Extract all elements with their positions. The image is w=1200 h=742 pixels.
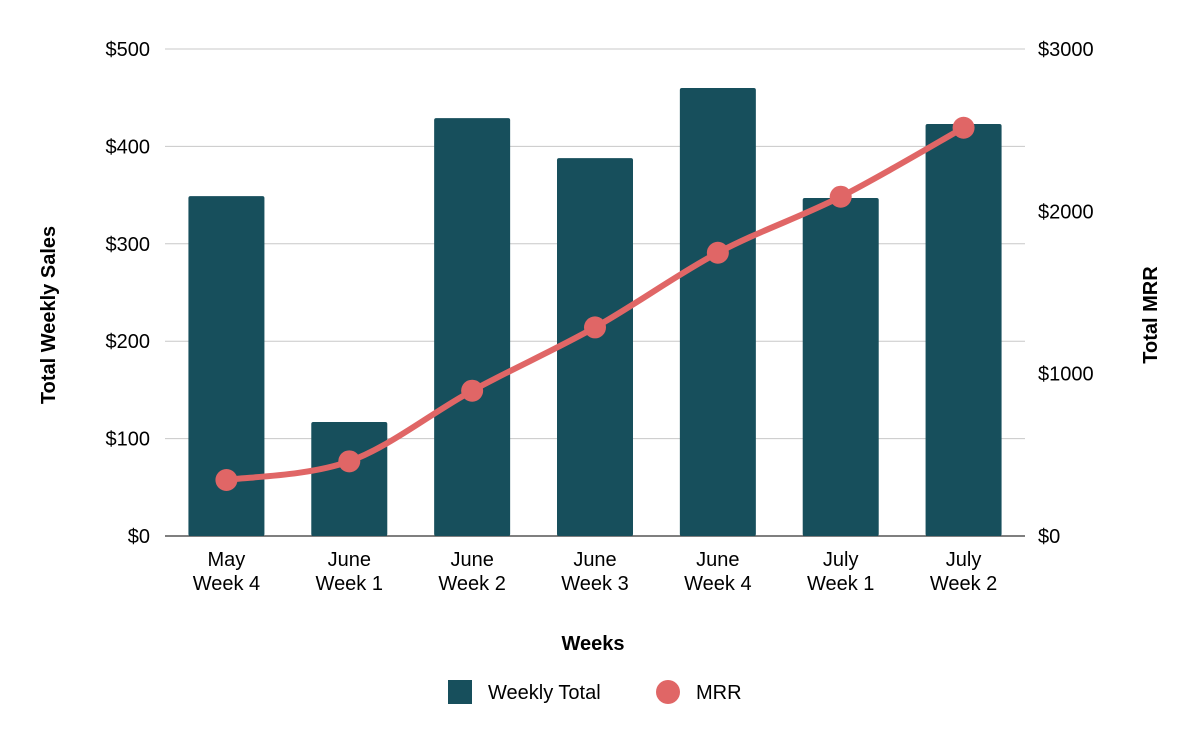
x-tick-line: May	[208, 549, 246, 571]
bar	[311, 422, 388, 536]
x-tick-line: June	[696, 549, 739, 571]
right-tick-label: $3000	[1038, 39, 1094, 61]
mrr-point	[952, 116, 975, 139]
mrr-point	[215, 468, 238, 491]
x-axis-title: Weeks	[561, 633, 624, 655]
line-series-mrr	[215, 116, 975, 491]
left-axis-ticks: $0 $100 $200 $300 $400 $500	[106, 39, 151, 548]
left-tick-label: $200	[106, 331, 151, 353]
mrr-point	[461, 379, 484, 402]
left-tick-label: $300	[106, 234, 151, 256]
x-tick-line: Week 2	[438, 573, 505, 595]
left-tick-label: $400	[106, 136, 151, 158]
legend-swatch-mrr	[656, 680, 680, 704]
x-tick-line: July	[823, 549, 859, 571]
x-tick-line: Week 2	[930, 573, 997, 595]
legend-swatch-weekly-total	[448, 680, 472, 704]
bar	[802, 198, 879, 536]
right-tick-label: $0	[1038, 526, 1060, 548]
x-tick-label: June Week 4	[684, 549, 751, 595]
x-tick-label: May Week 4	[193, 549, 260, 595]
x-tick-line: June	[573, 549, 616, 571]
bar	[188, 196, 265, 536]
bar	[679, 87, 756, 537]
legend-label-weekly-total: Weekly Total	[488, 682, 601, 704]
x-tick-label: June Week 2	[438, 549, 505, 595]
bar	[925, 123, 1002, 537]
x-tick-line: June	[328, 549, 371, 571]
bar-series-weekly-total	[188, 87, 1002, 537]
right-tick-label: $1000	[1038, 364, 1094, 386]
bar	[434, 118, 511, 537]
bar	[557, 158, 633, 536]
left-axis-title: Total Weekly Sales	[38, 226, 60, 404]
x-tick-label: June Week 1	[316, 549, 383, 595]
x-tick-label: July Week 2	[930, 549, 997, 595]
mrr-point	[584, 316, 606, 339]
right-tick-label: $2000	[1038, 201, 1094, 223]
x-tick-line: Week 4	[193, 573, 260, 595]
legend-label-mrr: MRR	[696, 682, 742, 704]
mrr-point	[706, 241, 729, 264]
mrr-point	[338, 450, 361, 473]
x-tick-line: Week 3	[561, 573, 628, 595]
left-tick-label: $500	[106, 39, 151, 61]
left-tick-label: $100	[106, 429, 151, 451]
x-tick-line: Week 1	[807, 573, 874, 595]
x-tick-line: Week 1	[316, 573, 383, 595]
right-axis-ticks: $0 $1000 $2000 $3000	[1038, 39, 1094, 548]
x-tick-line: Week 4	[684, 573, 751, 595]
mrr-point	[829, 185, 852, 208]
x-tick-label: July Week 1	[807, 549, 874, 595]
left-tick-label: $0	[128, 526, 150, 548]
x-tick-line: June	[450, 549, 493, 571]
x-tick-label: June Week 3	[561, 549, 628, 595]
right-axis-title: Total MRR	[1140, 266, 1162, 364]
legend: Weekly Total MRR	[448, 680, 742, 704]
x-tick-line: July	[946, 549, 982, 571]
